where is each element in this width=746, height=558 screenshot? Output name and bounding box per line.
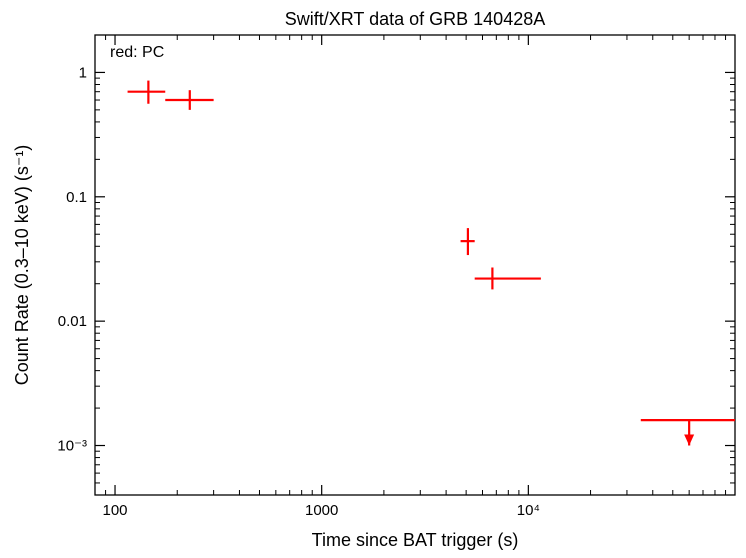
legend-text: red: PC bbox=[110, 44, 164, 61]
x-tick-label: 100 bbox=[103, 502, 128, 519]
x-axis-label: Time since BAT trigger (s) bbox=[312, 530, 519, 550]
y-tick-label: 0.1 bbox=[66, 189, 87, 206]
chart-container: 100 1000 10⁴ 10⁻³ 0.01 0.1 1 Swift/XRT data of … bbox=[0, 0, 746, 558]
y-tick-label: 10⁻³ bbox=[57, 438, 87, 455]
y-tick-label: 1 bbox=[79, 64, 87, 81]
x-tick-label: 1000 bbox=[305, 502, 338, 519]
chart-title: Swift/XRT data of GRB 140428A bbox=[285, 9, 545, 29]
y-tick-label: 0.01 bbox=[58, 313, 87, 330]
lightcurve-plot: 100 1000 10⁴ 10⁻³ 0.01 0.1 1 Swift/XRT data of … bbox=[0, 0, 746, 558]
y-axis-label: Count Rate (0.3–10 keV) (s⁻¹) bbox=[12, 145, 32, 386]
plot-background bbox=[0, 0, 746, 558]
x-tick-label: 10⁴ bbox=[517, 502, 540, 519]
